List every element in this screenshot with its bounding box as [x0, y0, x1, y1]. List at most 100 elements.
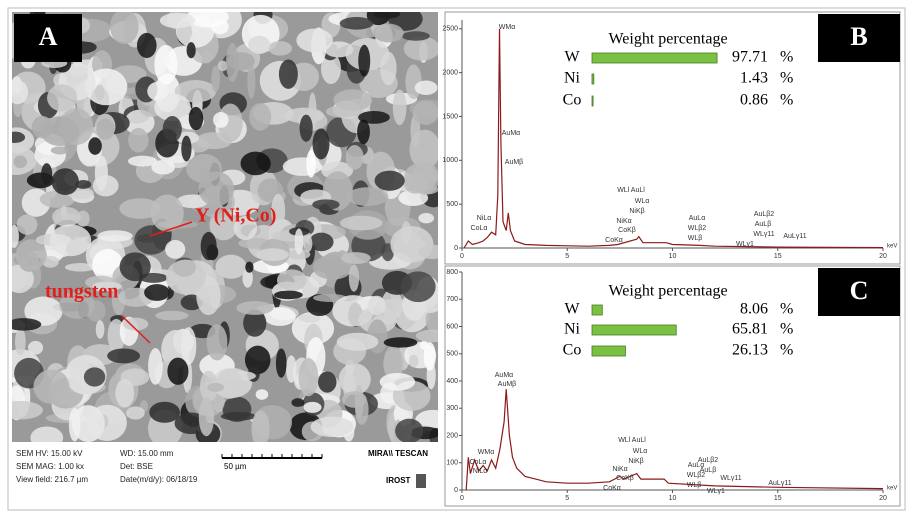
sem-grain [413, 101, 439, 125]
sem-grain [303, 402, 321, 413]
sem-grain [181, 327, 196, 365]
sem-grain [47, 84, 77, 111]
value-label: 97.71 [732, 49, 768, 66]
inset-title: Weight percentage [608, 31, 727, 48]
peak-label: WMα [499, 24, 516, 31]
sem-grain [337, 333, 379, 351]
sem-grain [405, 64, 421, 99]
peak-label: NiKα [612, 466, 627, 473]
y-tick-label: 1500 [442, 113, 458, 120]
peak-label: WLβ [687, 482, 702, 489]
x-tick-label: 20 [879, 495, 887, 502]
x-unit: keV [887, 486, 897, 492]
sem-grain [51, 146, 69, 154]
sem-grain [368, 296, 386, 316]
sem-grain [276, 348, 287, 377]
sem-grain [107, 348, 140, 363]
y-tick-label: 2000 [442, 69, 458, 76]
unit-label: % [780, 321, 793, 338]
sem-grain [211, 19, 228, 34]
peak-label: AuLγ11 [783, 233, 806, 240]
sem-grain [96, 320, 105, 339]
sem-grain [346, 145, 364, 170]
sem-grain [167, 358, 188, 385]
sem-grain [380, 373, 416, 391]
y-tick-label: 2500 [442, 26, 458, 33]
sem-grain [155, 311, 188, 321]
y-tick-label: 700 [446, 296, 458, 303]
sem-grain [166, 260, 206, 295]
sem-grain [393, 90, 407, 126]
sem-grain [306, 150, 316, 178]
bar [592, 305, 602, 315]
x-tick-label: 5 [565, 253, 569, 260]
panel-label: C [850, 276, 869, 305]
value-label: 0.86 [740, 92, 768, 109]
peak-label: WMα [478, 449, 495, 456]
sem-info: SEM MAG: 1.00 kx [16, 462, 84, 471]
sem-grain [128, 128, 148, 153]
sem-grain [198, 172, 234, 207]
sem-grain [201, 232, 217, 260]
bar [592, 53, 717, 63]
bar [592, 325, 676, 335]
sem-grain [357, 119, 370, 144]
sem-grain [236, 301, 273, 315]
x-tick-label: 15 [774, 253, 782, 260]
inset-title: Weight percentage [608, 283, 727, 300]
sem-grain [221, 412, 256, 421]
sem-grain [93, 175, 119, 196]
sem-grain [144, 284, 170, 301]
sem-grain [404, 172, 428, 193]
category-label: Ni [564, 70, 581, 87]
y-tick-label: 400 [446, 378, 458, 385]
sem-grain [373, 24, 403, 43]
sem-grain [17, 214, 38, 234]
sem-grain [147, 82, 168, 101]
sem-info: Det: BSE [120, 462, 153, 471]
sem-grain [294, 228, 303, 254]
sem-grain [326, 105, 361, 117]
sem-grain [14, 156, 28, 169]
annotation: Y (Ni,Co) [195, 205, 276, 227]
y-tick-label: 1000 [442, 157, 458, 164]
sem-grain [247, 64, 255, 99]
lab: IROST [386, 476, 411, 485]
sem-grain [340, 17, 374, 30]
sem-grain [312, 199, 339, 210]
peak-label: CoKα [603, 485, 621, 492]
x-tick-label: 15 [774, 495, 782, 502]
peak-label: NiKβ [629, 208, 644, 215]
sem-grain [120, 252, 151, 281]
lab-logo [416, 474, 426, 488]
sem-grain [160, 13, 195, 28]
x-tick-label: 10 [669, 495, 677, 502]
value-label: 1.43 [740, 70, 768, 87]
peak-label: NiLα [477, 215, 492, 222]
sem-grain [303, 235, 312, 252]
sem-grain [349, 264, 359, 291]
sem-grain [187, 42, 196, 58]
sem-image [0, 1, 451, 500]
sem-grain [154, 45, 177, 85]
sem-grain [207, 324, 228, 360]
sem-grain [165, 240, 185, 259]
sem-info: SEM HV: 15.00 kV [16, 449, 83, 458]
peak-label: AuLβ [700, 467, 716, 474]
sem-grain [248, 36, 270, 54]
sem-grain [41, 163, 52, 185]
peak-label: AuMβ [498, 381, 516, 388]
sem-grain [256, 389, 269, 399]
peak-label: AuLβ2 [698, 457, 718, 464]
sem-grain [415, 81, 438, 96]
sem-grain [98, 230, 133, 241]
sem-grain [340, 216, 383, 231]
peak-label: AuLβ [755, 221, 771, 228]
peak-label: WLα [635, 198, 650, 205]
sem-grain [207, 383, 224, 392]
x-tick-label: 10 [669, 253, 677, 260]
y-tick-label: 0 [454, 487, 458, 494]
peak-label: WLγ11 [753, 231, 774, 238]
unit-label: % [780, 70, 793, 87]
sem-info: Date(m/d/y): 06/18/19 [120, 475, 198, 484]
